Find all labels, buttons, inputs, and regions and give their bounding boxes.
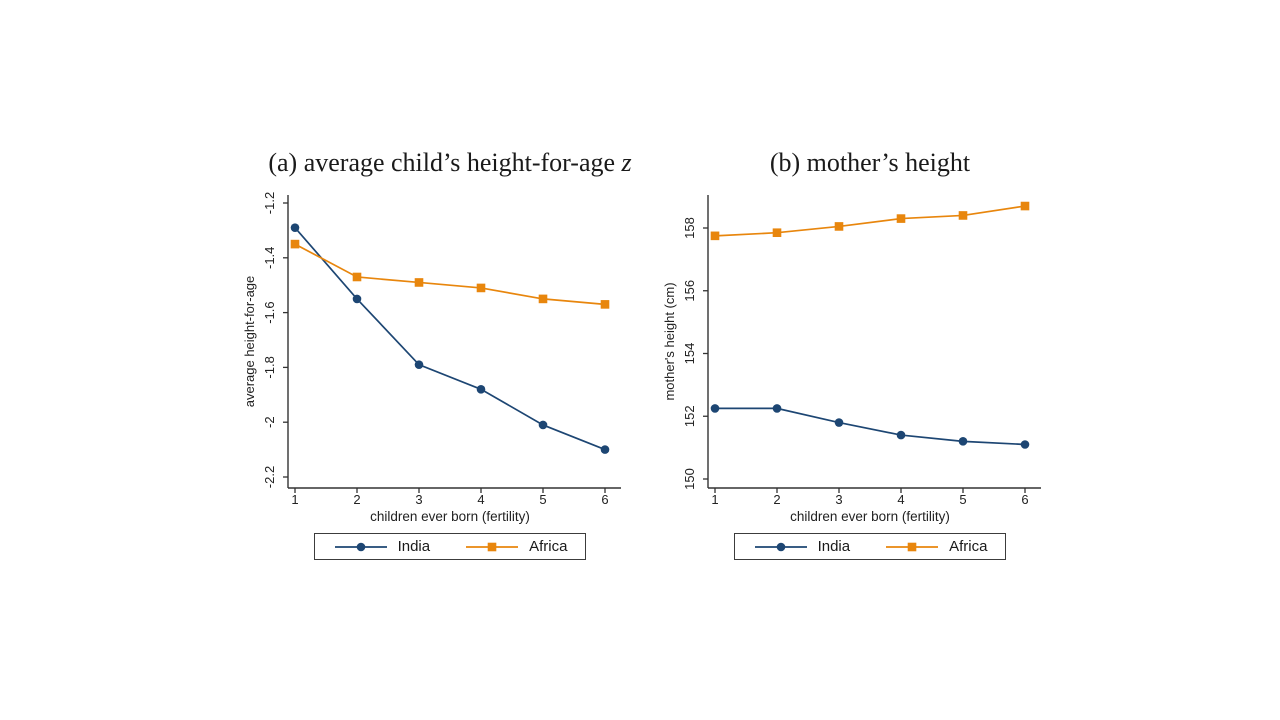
chart-b-title-text: (b) mother’s height [769,148,971,177]
svg-text:-2: -2 [262,416,277,428]
svg-text:5: 5 [959,492,966,507]
legend-label-india: India [817,538,851,555]
chart-panel-b: (b) mother’s height 150 152 154 156 158 1 2 3 4 5… [660,146,1080,560]
svg-text:children ever born (fertility): children ever born (fertility) [790,509,950,524]
svg-text:average height-for-age: average height-for-age [242,276,257,408]
svg-text:4: 4 [477,492,484,507]
svg-text:3: 3 [835,492,842,507]
svg-text:3: 3 [415,492,422,507]
svg-text:-1.8: -1.8 [262,356,277,378]
legend-label-africa: Africa [949,538,988,555]
svg-text:-1.2: -1.2 [262,192,277,214]
chart-a-legend: India Africa [313,533,587,560]
africa-line-marker-icon [886,542,939,551]
india-line-marker-icon [334,542,387,551]
svg-text:150: 150 [682,468,697,490]
svg-text:-1.6: -1.6 [262,301,277,323]
svg-text:6: 6 [1021,492,1028,507]
svg-text:1: 1 [291,492,298,507]
svg-text:6: 6 [601,492,608,507]
chart-a-title-text: (a) average child’s height-for-age [268,148,622,177]
chart-panel-a: (a) average child’s height-for-age z -2.… [240,146,660,560]
svg-text:158: 158 [682,217,697,239]
legend-item-africa: Africa [464,538,567,555]
svg-text:4: 4 [897,492,904,507]
legend-label-africa: Africa [529,538,568,555]
svg-text:2: 2 [353,492,360,507]
svg-text:152: 152 [682,405,697,427]
chart-b-plot-area: 150 152 154 156 158 1 2 3 4 5 6 children ever born … [662,195,1041,524]
svg-text:-2.2: -2.2 [262,466,277,488]
svg-text:5: 5 [539,492,546,507]
africa-line-marker-icon [466,542,519,551]
legend-item-india: India [333,538,431,555]
legend-item-africa: Africa [884,538,987,555]
svg-text:children ever born (fertility): children ever born (fertility) [370,509,530,524]
svg-text:-1.4: -1.4 [262,247,277,269]
legend-label-india: India [397,538,431,555]
svg-text:1: 1 [711,492,718,507]
svg-text:154: 154 [682,343,697,365]
svg-text:156: 156 [682,280,697,302]
india-line-marker-icon [754,542,807,551]
legend-item-india: India [753,538,851,555]
svg-text:mother's height (cm): mother's height (cm) [662,282,677,400]
chart-b-legend: India Africa [733,533,1007,560]
chart-a-title-italic-z: z [621,148,632,177]
svg-text:2: 2 [773,492,780,507]
chart-b-title: (b) mother’s height [660,146,1080,190]
chart-a-title: (a) average child’s height-for-age z [240,146,660,190]
chart-a-plot-area: -2.2 -2 -1.8 -1.6 -1.4 -1.2 1 2 3 4 5 6 children eve… [242,192,621,524]
